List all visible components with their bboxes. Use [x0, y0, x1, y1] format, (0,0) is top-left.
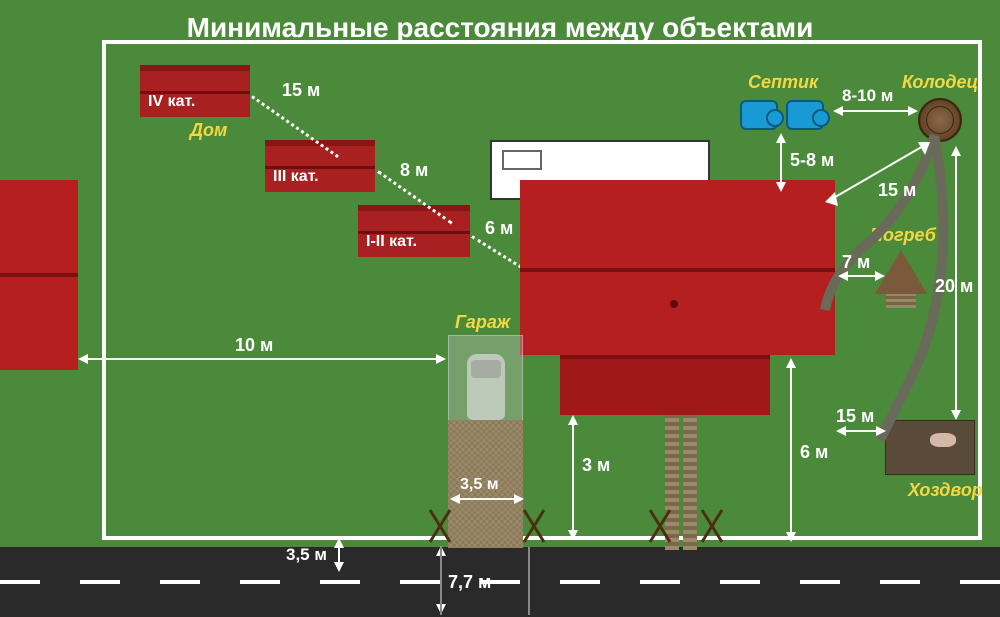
- dist-15m-c: 15 м: [836, 406, 874, 427]
- label-septic: Септик: [748, 72, 818, 93]
- dist-10m: 10 м: [235, 335, 273, 356]
- dist-15m-b: 15 м: [878, 180, 916, 201]
- arrow-810m: [835, 110, 913, 112]
- gate-post-right: [522, 508, 546, 544]
- cat4-house: IV кат.: [140, 65, 250, 117]
- dist-7m: 7 м: [842, 252, 870, 273]
- main-house: [520, 180, 835, 355]
- arrow-35m-gate: [452, 498, 518, 500]
- dist-6m-a: 6 м: [485, 218, 513, 239]
- label-well: Колодец: [902, 72, 978, 93]
- dist-15m-a: 15 м: [282, 80, 320, 101]
- gate-post-4: [700, 508, 724, 544]
- septic-tank-2: [786, 100, 824, 130]
- dist-20m: 20 м: [935, 276, 973, 297]
- dist-6m-b: 6 м: [800, 442, 828, 463]
- dist-810m: 8-10 м: [842, 86, 893, 106]
- arrow-10m: [80, 358, 440, 360]
- label-garage: Гараж: [455, 312, 510, 333]
- road-cut: [440, 547, 530, 615]
- dist-8m: 8 м: [400, 160, 428, 181]
- cat12-house: I-II кат.: [358, 205, 470, 257]
- arrow-3m: [572, 417, 574, 535]
- label-dom: Дом: [190, 120, 227, 141]
- label-farmyard: Хоздвор: [908, 480, 983, 501]
- pillar-2: [683, 415, 697, 550]
- neighbor-house: [0, 180, 78, 370]
- gate-post-3: [648, 508, 672, 544]
- dist-35m-gate: 3,5 м: [460, 476, 499, 494]
- site-plan-diagram: Минимальные расстояния между объектами I…: [0, 0, 1000, 617]
- main-house-front: [560, 355, 770, 415]
- septic-tank-1: [740, 100, 778, 130]
- dist-35m-road: 3,5 м: [286, 545, 327, 565]
- dist-3m: 3 м: [582, 455, 610, 476]
- cat3-house: III кат.: [265, 140, 375, 192]
- gate-post-left: [428, 508, 452, 544]
- diagram-title: Минимальные расстояния между объектами: [0, 12, 1000, 44]
- arrow-6m-b: [790, 360, 792, 538]
